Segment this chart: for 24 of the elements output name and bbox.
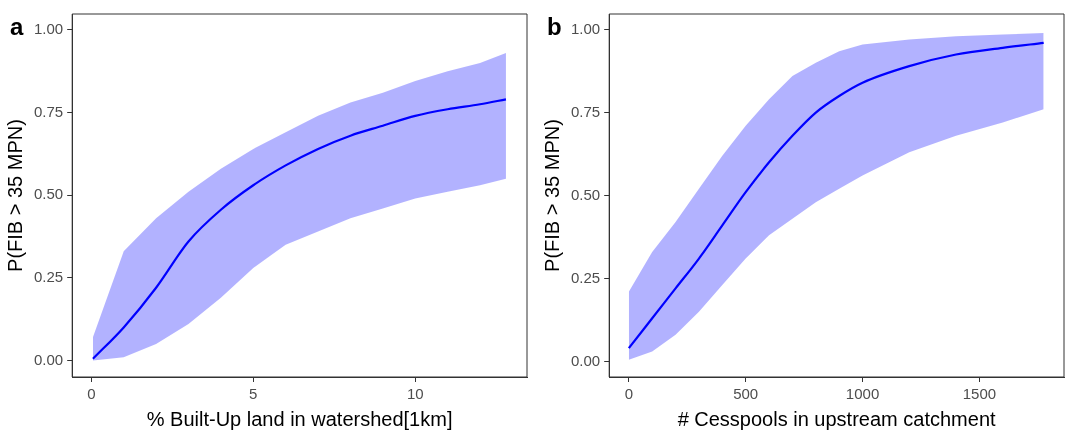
y-tick-label: 0.75 xyxy=(33,102,64,120)
x-tick-label: 0 xyxy=(87,385,96,403)
y-tick-label: 0.00 xyxy=(570,351,601,369)
x-tick-label: 0 xyxy=(624,385,633,403)
line-series xyxy=(91,98,508,360)
y-tick-label: 0.50 xyxy=(33,185,64,203)
x-tick-label: 10 xyxy=(406,385,424,403)
y-tick-label: 0.25 xyxy=(33,267,64,285)
y-tick-label: 0.50 xyxy=(570,185,601,203)
x-tick-label: 500 xyxy=(733,385,759,403)
x-tick-label: 1000 xyxy=(845,385,880,403)
chart-title: b xyxy=(547,12,562,40)
y-tick-label: 0.75 xyxy=(570,102,601,120)
y-tick-label: 0.00 xyxy=(33,350,64,368)
y-tick-label: 0.25 xyxy=(570,268,601,286)
x-tick-label: 5 xyxy=(249,385,258,403)
x-tick-label: 1500 xyxy=(962,385,997,403)
x-axis-title: % Built-Up land in watershed[1km] xyxy=(146,407,453,430)
y-tick-label: 1.00 xyxy=(570,19,601,37)
y-tick-label: 1.00 xyxy=(33,20,64,38)
chart-title: a xyxy=(10,12,24,40)
y-axis-title: P(FIB > 35 MPN) xyxy=(3,119,26,272)
y-axis-title: P(FIB > 35 MPN) xyxy=(540,119,563,272)
x-axis-title: # Cesspools in upstream catchment xyxy=(677,407,996,430)
